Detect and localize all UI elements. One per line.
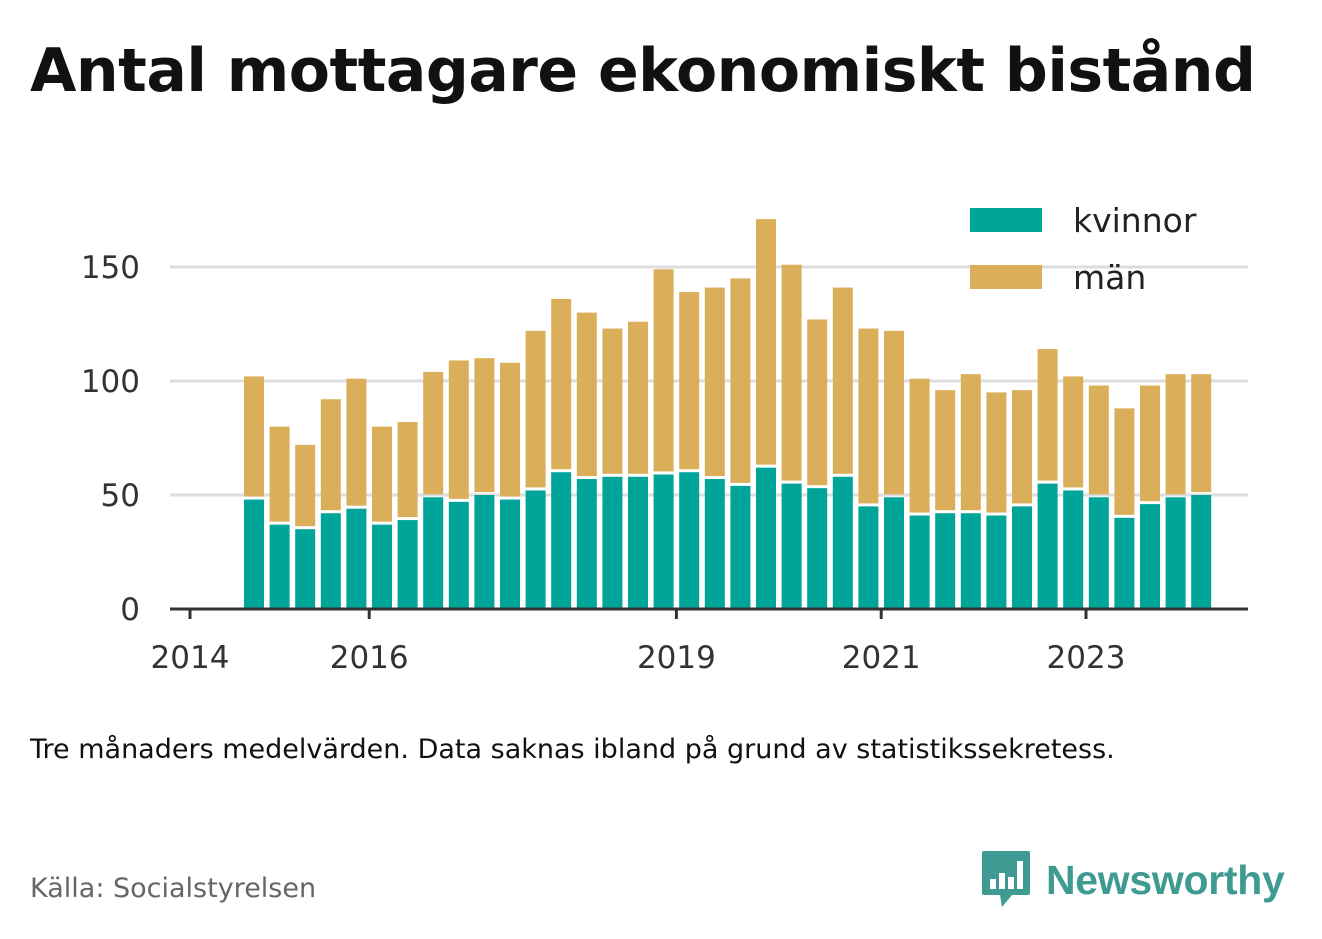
newsworthy-logo[interactable]: Newsworthy [980, 848, 1285, 912]
bar-man [474, 358, 495, 492]
bar-chart-speech-bubble-icon [982, 851, 1030, 907]
bar-man [397, 422, 418, 518]
x-tick-label: 2023 [1047, 640, 1126, 676]
chart-note: Tre månaders medelvärden. Data saknas ib… [30, 734, 1115, 765]
bar-kvinnor [525, 490, 546, 609]
bar-man [346, 378, 367, 506]
bar-man [935, 390, 956, 511]
bar-kvinnor [653, 474, 674, 609]
bar-man [653, 269, 674, 472]
bar-man [909, 378, 930, 513]
source-credit: Källa: Socialstyrelsen [30, 873, 317, 904]
bar-man [244, 376, 264, 497]
legend-label: kvinnor [1073, 201, 1197, 240]
bar-man [1063, 376, 1084, 488]
bar-man [781, 264, 802, 481]
bar-man [1037, 349, 1058, 481]
bars [244, 219, 1212, 609]
bar-man [551, 298, 572, 470]
bar-kvinnor [474, 495, 495, 609]
bar-kvinnor [1012, 506, 1032, 609]
bar-kvinnor [423, 497, 444, 609]
y-tick-label: 100 [81, 364, 140, 400]
bar-man [320, 399, 341, 511]
bar-kvinnor [730, 485, 751, 609]
bar-man [960, 374, 981, 511]
bar-man [1140, 385, 1160, 502]
bar-man [807, 319, 828, 486]
bar-kvinnor [244, 499, 264, 609]
bar-man [704, 287, 725, 477]
bar-man [269, 426, 290, 522]
bar-man [1012, 390, 1032, 504]
brand-name: Newsworthy [1046, 856, 1285, 903]
bar-kvinnor [1114, 517, 1135, 609]
x-tick-label: 2014 [151, 640, 230, 676]
bar-kvinnor [448, 501, 469, 609]
legend-label: män [1073, 258, 1146, 297]
bar-man [858, 328, 879, 504]
bar-man [295, 444, 316, 527]
bar-kvinnor [1140, 504, 1160, 609]
x-tick-label: 2016 [330, 640, 409, 676]
bar-kvinnor [628, 476, 648, 609]
bar-kvinnor [781, 483, 802, 609]
bar-man [602, 328, 623, 474]
bar-man [500, 362, 520, 497]
bar-kvinnor [295, 529, 316, 609]
chart-title: Antal mottagare ekonomiskt bistånd [30, 36, 1256, 106]
bar-kvinnor [909, 515, 930, 609]
bar-kvinnor [346, 508, 367, 609]
bar-kvinnor [397, 520, 418, 609]
legend-swatch [970, 265, 1042, 289]
bar-man [423, 371, 444, 495]
bar-kvinnor [935, 513, 956, 609]
bar-kvinnor [832, 476, 853, 609]
y-tick-label: 150 [81, 250, 140, 286]
bar-man [628, 321, 648, 474]
bar-man [1088, 385, 1109, 495]
bar-kvinnor [602, 476, 623, 609]
bar-kvinnor [372, 524, 392, 609]
bar-man [372, 426, 392, 522]
bar-kvinnor [1088, 497, 1109, 609]
legend-swatch [970, 208, 1042, 232]
bar-kvinnor [320, 513, 341, 609]
bar-man [986, 392, 1007, 513]
bar-man [679, 292, 700, 470]
bar-man [1191, 374, 1212, 492]
bar-man [1165, 374, 1186, 495]
bar-kvinnor [756, 467, 776, 609]
bar-kvinnor [1063, 490, 1084, 609]
bar-man [448, 360, 469, 499]
bar-man [884, 330, 904, 495]
bar-man [832, 287, 853, 474]
bar-kvinnor [269, 524, 290, 609]
bar-kvinnor [551, 472, 572, 609]
bar-man [525, 330, 546, 488]
bar-kvinnor [500, 499, 520, 609]
bar-kvinnor [858, 506, 879, 609]
bar-kvinnor [679, 472, 700, 609]
x-tick-label: 2019 [637, 640, 716, 676]
bar-kvinnor [1037, 483, 1058, 609]
bar-man [730, 278, 751, 483]
bar-kvinnor [807, 488, 828, 609]
bar-kvinnor [960, 513, 981, 609]
bar-kvinnor [1191, 495, 1212, 609]
bar-kvinnor [704, 479, 725, 609]
stacked-bar-chart: 0 50 100 150 2014 2016 2019 2021 2023 kvinnor män [81, 201, 1248, 676]
legend: kvinnor män [970, 201, 1197, 297]
bar-kvinnor [986, 515, 1007, 609]
bar-kvinnor [576, 479, 597, 609]
bar-kvinnor [1165, 497, 1186, 609]
bar-man [1114, 408, 1135, 515]
y-tick-label: 0 [120, 592, 140, 628]
bar-kvinnor [884, 497, 904, 609]
bar-man [576, 312, 597, 477]
axes: 0 50 100 150 2014 2016 2019 2021 2023 [81, 250, 1248, 676]
x-tick-label: 2021 [842, 640, 921, 676]
y-tick-label: 50 [101, 478, 140, 514]
bar-man [756, 219, 776, 465]
